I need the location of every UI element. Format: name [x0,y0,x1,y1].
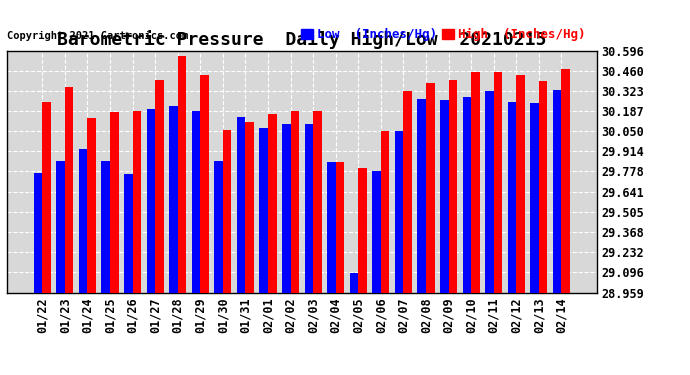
Bar [516,75,525,375]
Bar [562,69,570,375]
Bar [42,102,51,375]
Bar [268,114,277,375]
Legend: Low  (Inches/Hg), High  (Inches/Hg): Low (Inches/Hg), High (Inches/Hg) [295,23,591,46]
Bar [34,172,42,375]
Bar [313,111,322,375]
Bar [110,112,119,375]
Bar [79,149,88,375]
Bar [124,174,132,375]
Bar [426,82,435,375]
Bar [448,80,457,375]
Bar [539,81,547,375]
Bar [155,80,164,375]
Bar [215,161,223,375]
Bar [508,102,516,375]
Bar [290,111,299,375]
Bar [485,92,494,375]
Bar [223,130,231,375]
Bar [373,171,381,375]
Bar [237,117,246,375]
Bar [169,106,178,375]
Bar [178,56,186,375]
Bar [336,162,344,375]
Bar [192,111,200,375]
Bar [259,128,268,375]
Bar [246,122,254,375]
Bar [417,99,426,375]
Bar [304,124,313,375]
Bar [471,72,480,375]
Title: Barometric Pressure  Daily High/Low  20210215: Barometric Pressure Daily High/Low 20210… [57,30,546,49]
Bar [462,98,471,375]
Bar [132,111,141,375]
Bar [282,124,290,375]
Bar [395,131,404,375]
Bar [88,118,96,375]
Bar [350,273,358,375]
Bar [65,87,73,375]
Bar [440,100,449,375]
Bar [358,168,367,375]
Bar [101,161,110,375]
Bar [381,131,389,375]
Bar [57,161,65,375]
Bar [327,162,336,375]
Bar [200,75,209,375]
Bar [146,109,155,375]
Bar [553,90,562,375]
Bar [494,72,502,375]
Bar [404,92,412,375]
Bar [531,103,539,375]
Text: Copyright 2021 Cartronics.com: Copyright 2021 Cartronics.com [7,31,188,41]
